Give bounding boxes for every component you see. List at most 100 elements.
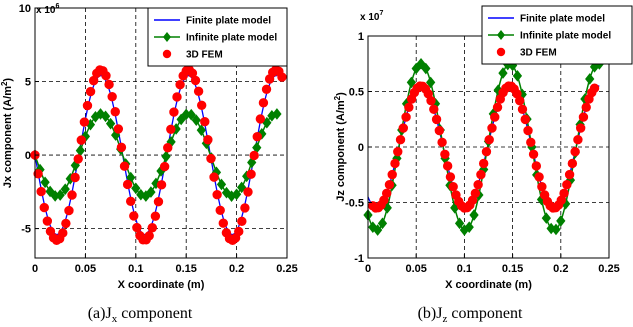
fem-marker: [573, 135, 583, 145]
fem-marker: [156, 180, 167, 190]
fem-marker: [395, 135, 406, 145]
fem-marker: [434, 125, 445, 136]
fem-marker: [64, 205, 74, 216]
fem-marker: [567, 158, 578, 169]
chart-jx-xlabel: X coordinate (m): [118, 279, 205, 291]
diamond-marker: [191, 114, 201, 126]
fem-marker: [526, 137, 536, 148]
y-tick-label: 10: [19, 3, 31, 15]
y-tick-label: -1: [354, 253, 364, 265]
x-tick-label: 0.05: [75, 263, 96, 275]
fem-marker: [70, 172, 80, 183]
fem-marker: [404, 102, 414, 112]
y-tick-label: 1: [358, 31, 364, 43]
diamond-marker: [416, 57, 426, 70]
fem-marker: [492, 102, 503, 112]
fem-marker: [132, 222, 142, 233]
y-tick-label: 0: [25, 150, 31, 162]
fem-marker: [249, 150, 259, 161]
fem-marker: [166, 124, 176, 134]
fem-marker: [490, 112, 500, 122]
fem-marker: [150, 211, 161, 221]
legend-label: 3D FEM: [186, 50, 223, 61]
chart-jz-xlabel: X coordinate (m): [445, 279, 532, 291]
diamond-marker: [368, 221, 378, 233]
fem-marker: [169, 107, 179, 117]
fem-marker: [246, 169, 256, 179]
fem-marker: [381, 188, 392, 199]
fem-marker: [61, 218, 71, 229]
fem-marker: [431, 114, 442, 125]
fem-marker: [589, 83, 600, 93]
fem-marker: [517, 104, 528, 114]
fem-marker: [240, 203, 250, 213]
fem-marker: [440, 149, 450, 159]
fem-marker: [85, 86, 96, 97]
chart-jz-caption: (b)Jz component: [418, 305, 523, 325]
fem-marker: [523, 125, 533, 136]
x-tick-label: 0.05: [405, 263, 426, 275]
diamond-marker: [40, 176, 50, 189]
diamond-marker: [512, 70, 523, 82]
fem-marker: [67, 190, 77, 200]
chart-jx-legend: Finite plate model Infinite plate model 3D…: [147, 7, 288, 67]
legend-circle: [496, 47, 506, 57]
fem-marker: [116, 142, 127, 153]
chart-jx-caption: (a)Jx component: [88, 305, 193, 325]
fem-marker: [578, 112, 589, 122]
legend-label: 3D FEM: [520, 48, 557, 59]
fem-marker: [33, 169, 43, 179]
fem-marker: [113, 124, 124, 134]
fem-marker: [58, 228, 68, 238]
diamond-marker: [498, 67, 508, 79]
fem-marker: [125, 196, 136, 207]
fem-marker: [398, 123, 409, 133]
diamond-marker: [377, 217, 388, 230]
fem-marker: [175, 79, 185, 90]
fem-marker: [190, 75, 201, 86]
fem-marker: [196, 100, 207, 110]
fem-marker: [215, 205, 225, 215]
x-tick-label: 0.2: [229, 263, 244, 275]
chart-jx-ticks: 0 0.05 0.1 0.15 0.2 0.25 -5 0 5 10: [19, 3, 298, 275]
fem-marker: [206, 153, 216, 164]
fem-marker: [559, 188, 569, 199]
fem-marker: [110, 107, 120, 117]
y-tick-label: -0.5: [345, 198, 364, 210]
fem-marker: [42, 216, 53, 226]
y-tick-label: 0: [358, 142, 364, 154]
legend-diamond: [497, 30, 505, 40]
chart-jz-series: [363, 57, 605, 236]
diamond-marker: [551, 223, 561, 236]
fem-marker: [144, 231, 154, 241]
fem-marker: [429, 104, 439, 114]
diamond-marker: [75, 144, 86, 157]
x-tick-label: 0.1: [128, 263, 143, 275]
x-tick-label: 0.15: [502, 263, 523, 275]
fem-marker: [76, 135, 87, 145]
diamond-marker: [231, 188, 242, 201]
fem-marker: [473, 180, 483, 190]
fem-marker: [218, 218, 229, 228]
fem-marker: [487, 123, 497, 133]
diamond-marker: [454, 217, 465, 230]
chart-jx-multiplier: x 106: [36, 3, 59, 16]
fem-marker: [129, 211, 139, 221]
diamond-marker: [131, 182, 141, 195]
diamond-marker: [464, 221, 474, 233]
fem-marker: [200, 117, 210, 127]
chart-jx: 0 0.05 0.1 0.15 0.2 0.25 -5 0 5 10 x 106 X coordi…: [0, 3, 298, 325]
fem-marker: [445, 172, 456, 182]
fem-marker: [163, 143, 173, 153]
fem-marker: [515, 95, 525, 106]
fem-marker: [119, 161, 130, 171]
diamond-marker: [272, 108, 282, 120]
fem-marker: [534, 172, 544, 182]
fem-marker: [387, 169, 397, 180]
fem-marker: [393, 146, 403, 157]
fem-marker: [520, 114, 530, 125]
diamond-marker: [216, 178, 227, 191]
fem-marker: [159, 161, 170, 172]
fem-marker: [484, 135, 494, 145]
